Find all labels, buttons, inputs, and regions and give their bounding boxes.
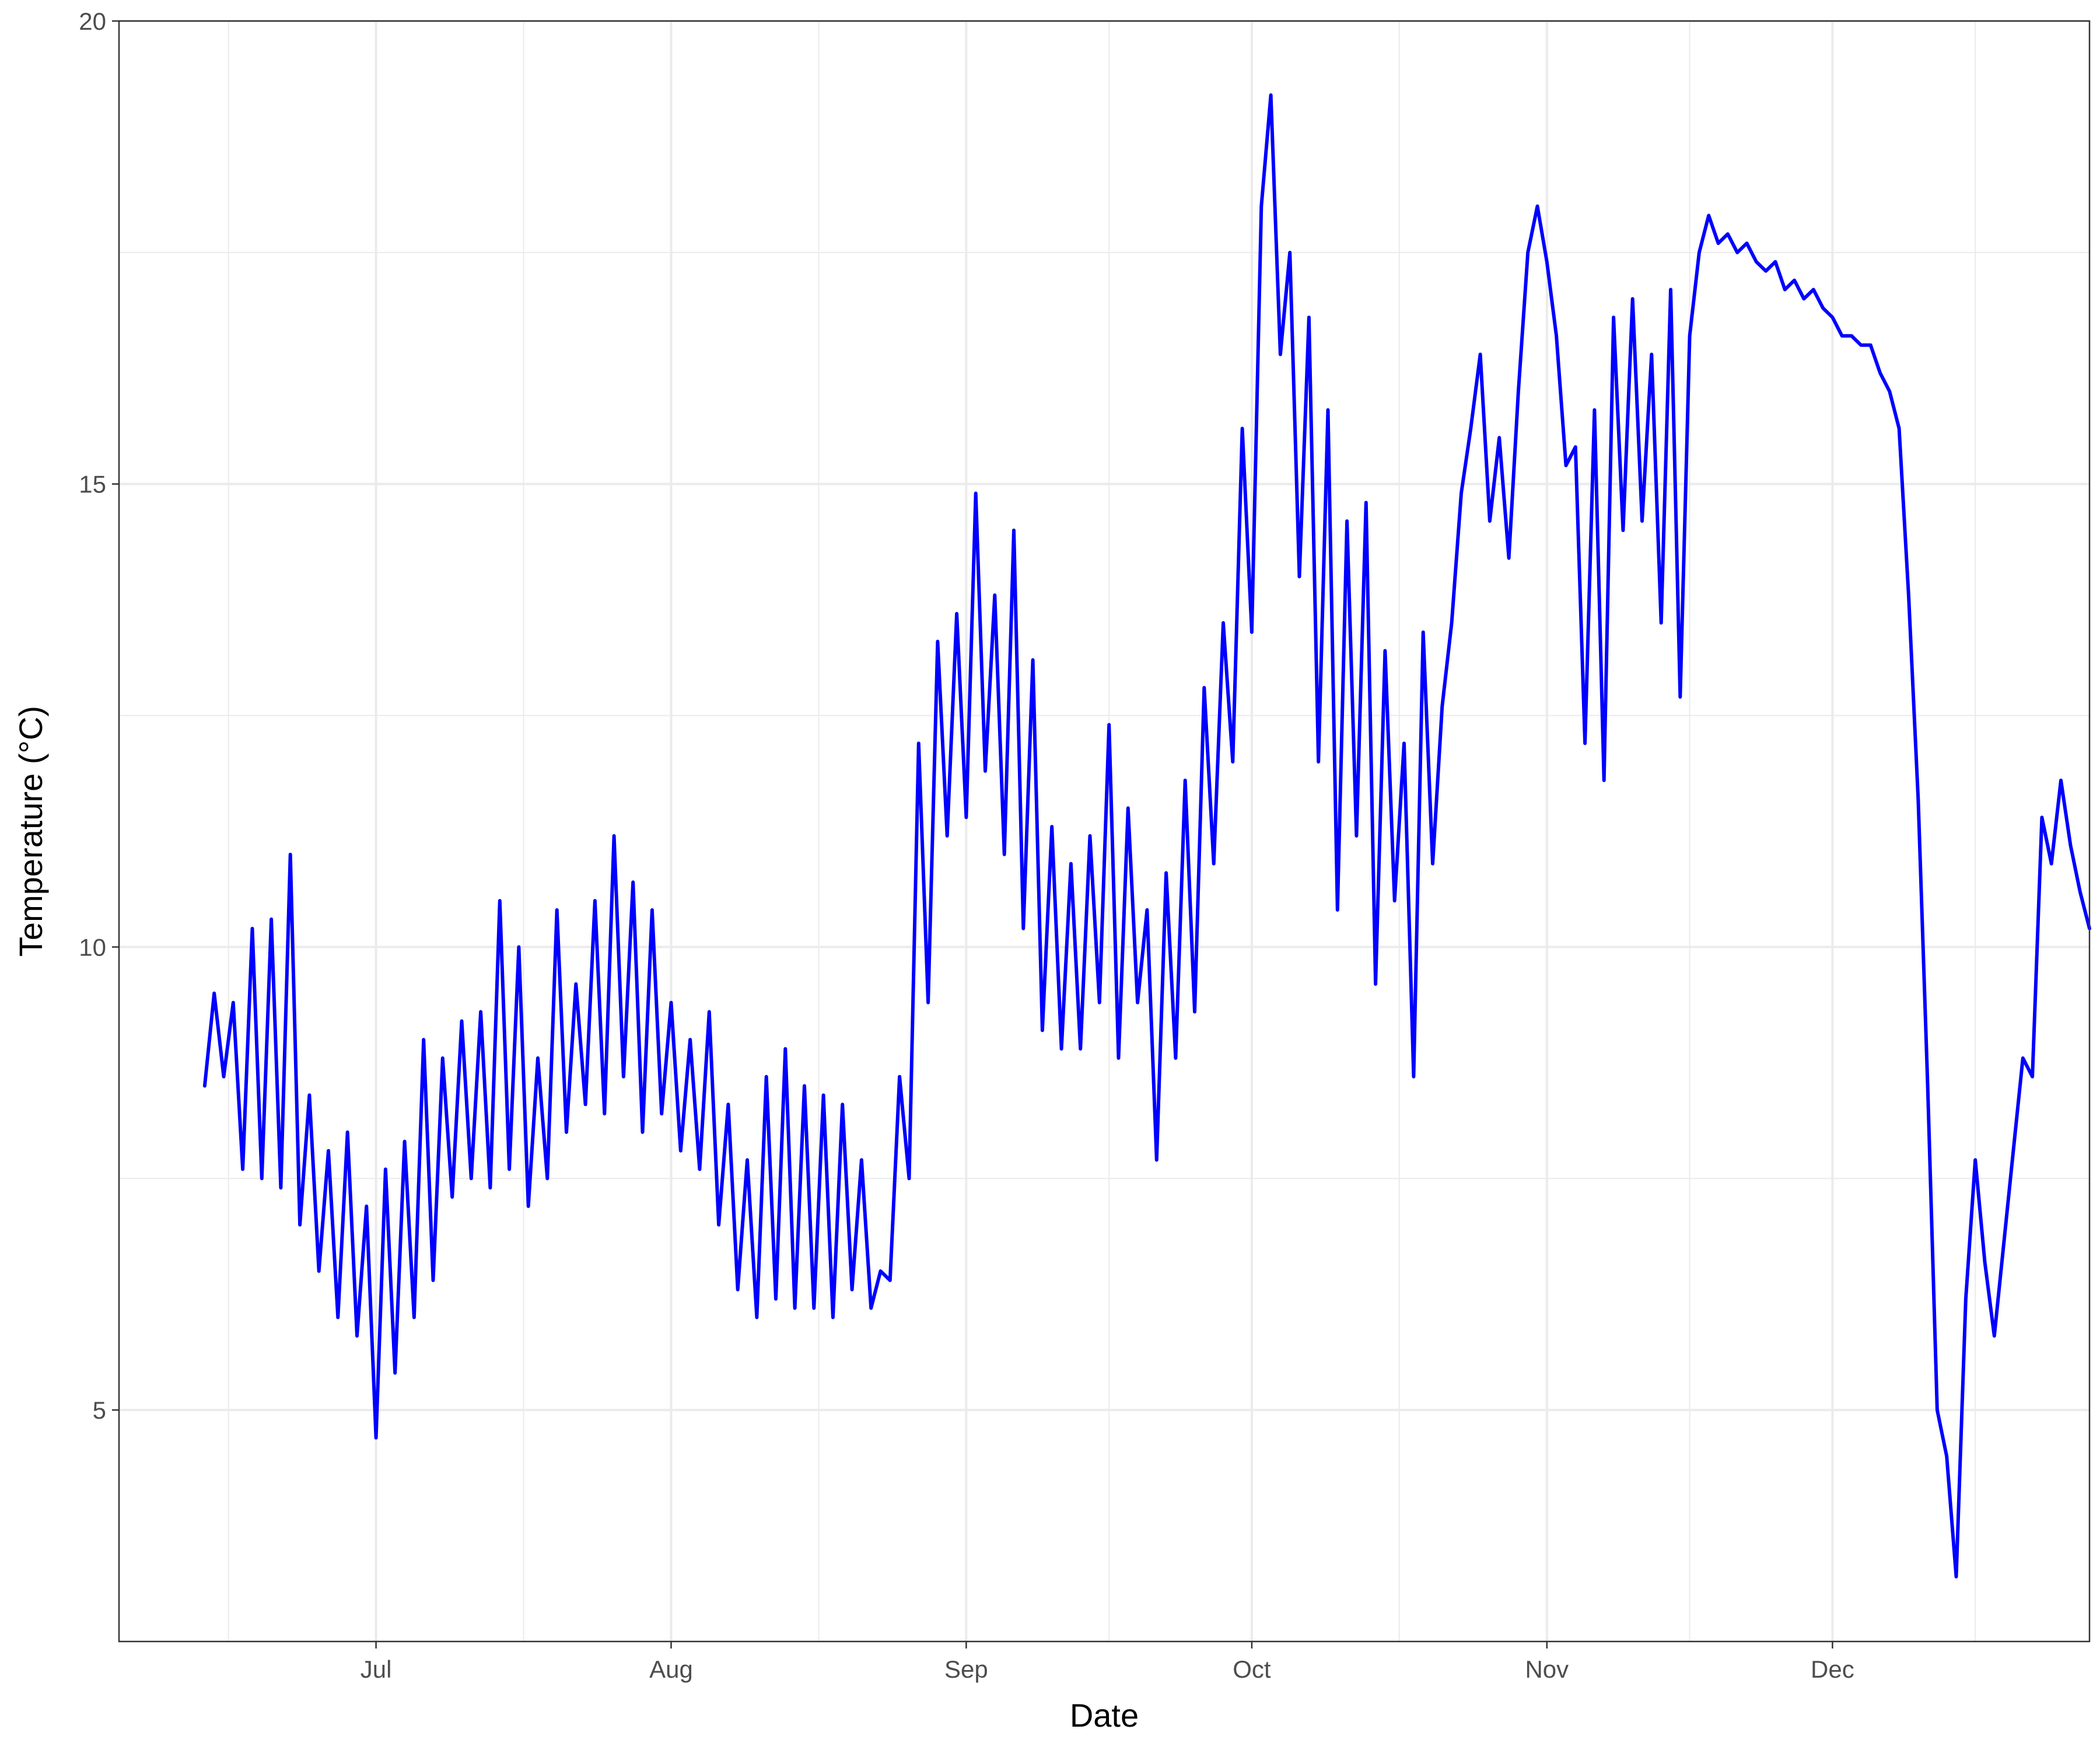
x-tick-label: Nov (1525, 1656, 1569, 1683)
x-tick-label: Dec (1811, 1656, 1854, 1683)
y-tick-label: 20 (79, 8, 106, 35)
x-tick-label: Oct (1233, 1656, 1271, 1683)
x-tick-label: Sep (944, 1656, 988, 1683)
plot-panel-border (118, 20, 2091, 1643)
minor-gridlines (119, 21, 2090, 1642)
y-tick-label: 15 (79, 471, 106, 498)
x-axis-ticks: Jul Aug Sep Oct Nov Dec (360, 1642, 1854, 1683)
temperature-series-line (202, 93, 2091, 1578)
y-tick-label: 5 (93, 1396, 106, 1424)
x-tick-label: Jul (360, 1656, 392, 1683)
y-tick-label: 10 (79, 933, 106, 961)
y-axis-title: Temperature (°C) (12, 706, 49, 957)
x-tick-label: Aug (649, 1656, 693, 1683)
y-axis-ticks: 5 10 15 20 (79, 8, 119, 1424)
x-axis-title: Date (1070, 1697, 1139, 1734)
